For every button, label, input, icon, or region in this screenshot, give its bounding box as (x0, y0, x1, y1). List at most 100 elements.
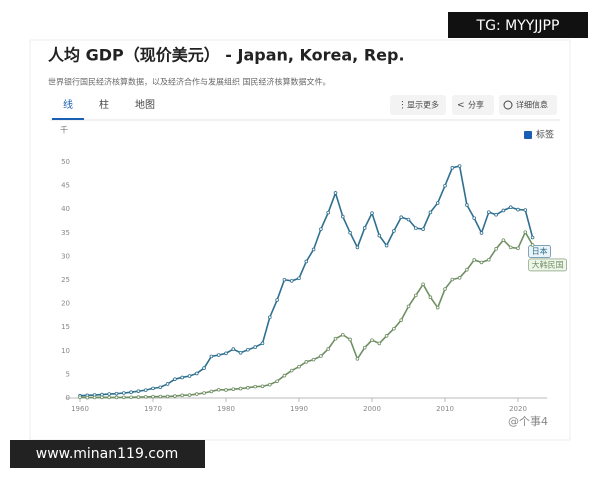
y-tick-label: 15 (61, 323, 70, 331)
point (486, 257, 491, 262)
point (267, 315, 272, 320)
point (457, 276, 462, 280)
point (195, 392, 199, 396)
point (355, 357, 360, 361)
point (413, 226, 418, 230)
y-tick-label: 40 (61, 205, 70, 213)
tab[interactable]: 线 (63, 98, 73, 111)
point (472, 216, 477, 220)
point (282, 373, 287, 378)
button-label[interactable]: 详细信息 (516, 100, 548, 110)
point (516, 207, 520, 212)
point (267, 382, 272, 387)
icon: ⋮ (398, 101, 407, 111)
point (143, 395, 148, 399)
point (413, 293, 418, 298)
site: www.minan119.com (36, 446, 178, 462)
y-tick-label: 0 (66, 394, 70, 402)
y-tick-label: 5 (66, 370, 70, 378)
point (282, 277, 287, 282)
point (78, 395, 82, 400)
point (289, 279, 294, 283)
point (340, 332, 345, 337)
point (362, 226, 367, 230)
point (122, 395, 126, 400)
point (435, 305, 440, 310)
point (173, 394, 177, 398)
point (209, 389, 214, 394)
checkbox-label[interactable]: 标签 (536, 129, 554, 141)
point (508, 205, 513, 210)
point (319, 354, 323, 358)
point (399, 215, 404, 220)
point (202, 366, 206, 370)
point (289, 368, 294, 373)
x-tick-label: 2020 (509, 405, 527, 413)
point (377, 233, 382, 238)
button[interactable] (390, 95, 446, 115)
point (501, 238, 506, 242)
point (370, 338, 374, 342)
point (151, 386, 155, 391)
tab[interactable]: 柱 (99, 98, 109, 111)
point (370, 211, 374, 215)
point (114, 391, 119, 396)
point (275, 298, 279, 302)
point (457, 164, 462, 168)
point (486, 210, 491, 214)
point (100, 395, 104, 400)
point (494, 212, 498, 217)
point (333, 191, 338, 195)
point (114, 395, 119, 400)
point (165, 382, 170, 386)
point (377, 341, 382, 346)
point (450, 166, 455, 170)
point (216, 353, 221, 357)
y-tick-label: 20 (61, 300, 70, 308)
series-label: 大韩民国 (532, 259, 564, 269)
point (246, 385, 250, 390)
point (319, 227, 323, 231)
point (311, 357, 316, 362)
point (355, 245, 360, 250)
icon (503, 100, 513, 110)
point (107, 392, 111, 396)
x-tick-label: 1990 (290, 405, 308, 413)
button-label[interactable]: 分享 (468, 100, 484, 110)
point (348, 230, 352, 235)
point (129, 390, 133, 394)
tag: TG: MYYJJPP (476, 18, 560, 34)
y-tick-label: 25 (61, 276, 70, 284)
point (523, 208, 528, 212)
point (326, 347, 331, 351)
point (231, 347, 236, 351)
button-label[interactable]: 显示更多 (407, 100, 439, 110)
button[interactable] (499, 95, 557, 115)
point (136, 389, 141, 393)
point (450, 277, 455, 282)
point (311, 247, 316, 252)
unit-label: 千 (60, 125, 68, 135)
point (472, 258, 477, 262)
tab[interactable]: 地图 (135, 98, 155, 111)
point (224, 351, 228, 356)
point (92, 395, 97, 400)
point (180, 375, 185, 380)
y-tick-label: 35 (61, 229, 70, 237)
point (136, 395, 141, 399)
subtitle: 世界银行国民经济核算数据，以及经济合作与发展组织 国民经济核算数据文件。 (48, 77, 331, 87)
x-tick-label: 1970 (144, 405, 162, 413)
button[interactable] (452, 95, 494, 115)
point (443, 287, 447, 291)
point (275, 379, 279, 384)
point (143, 388, 148, 392)
point (421, 282, 425, 287)
point (326, 210, 331, 215)
point (399, 318, 404, 322)
point (508, 245, 513, 250)
point (238, 386, 243, 391)
point (465, 203, 469, 207)
y-tick-label: 50 (61, 158, 70, 166)
checkbox[interactable] (524, 131, 532, 139)
